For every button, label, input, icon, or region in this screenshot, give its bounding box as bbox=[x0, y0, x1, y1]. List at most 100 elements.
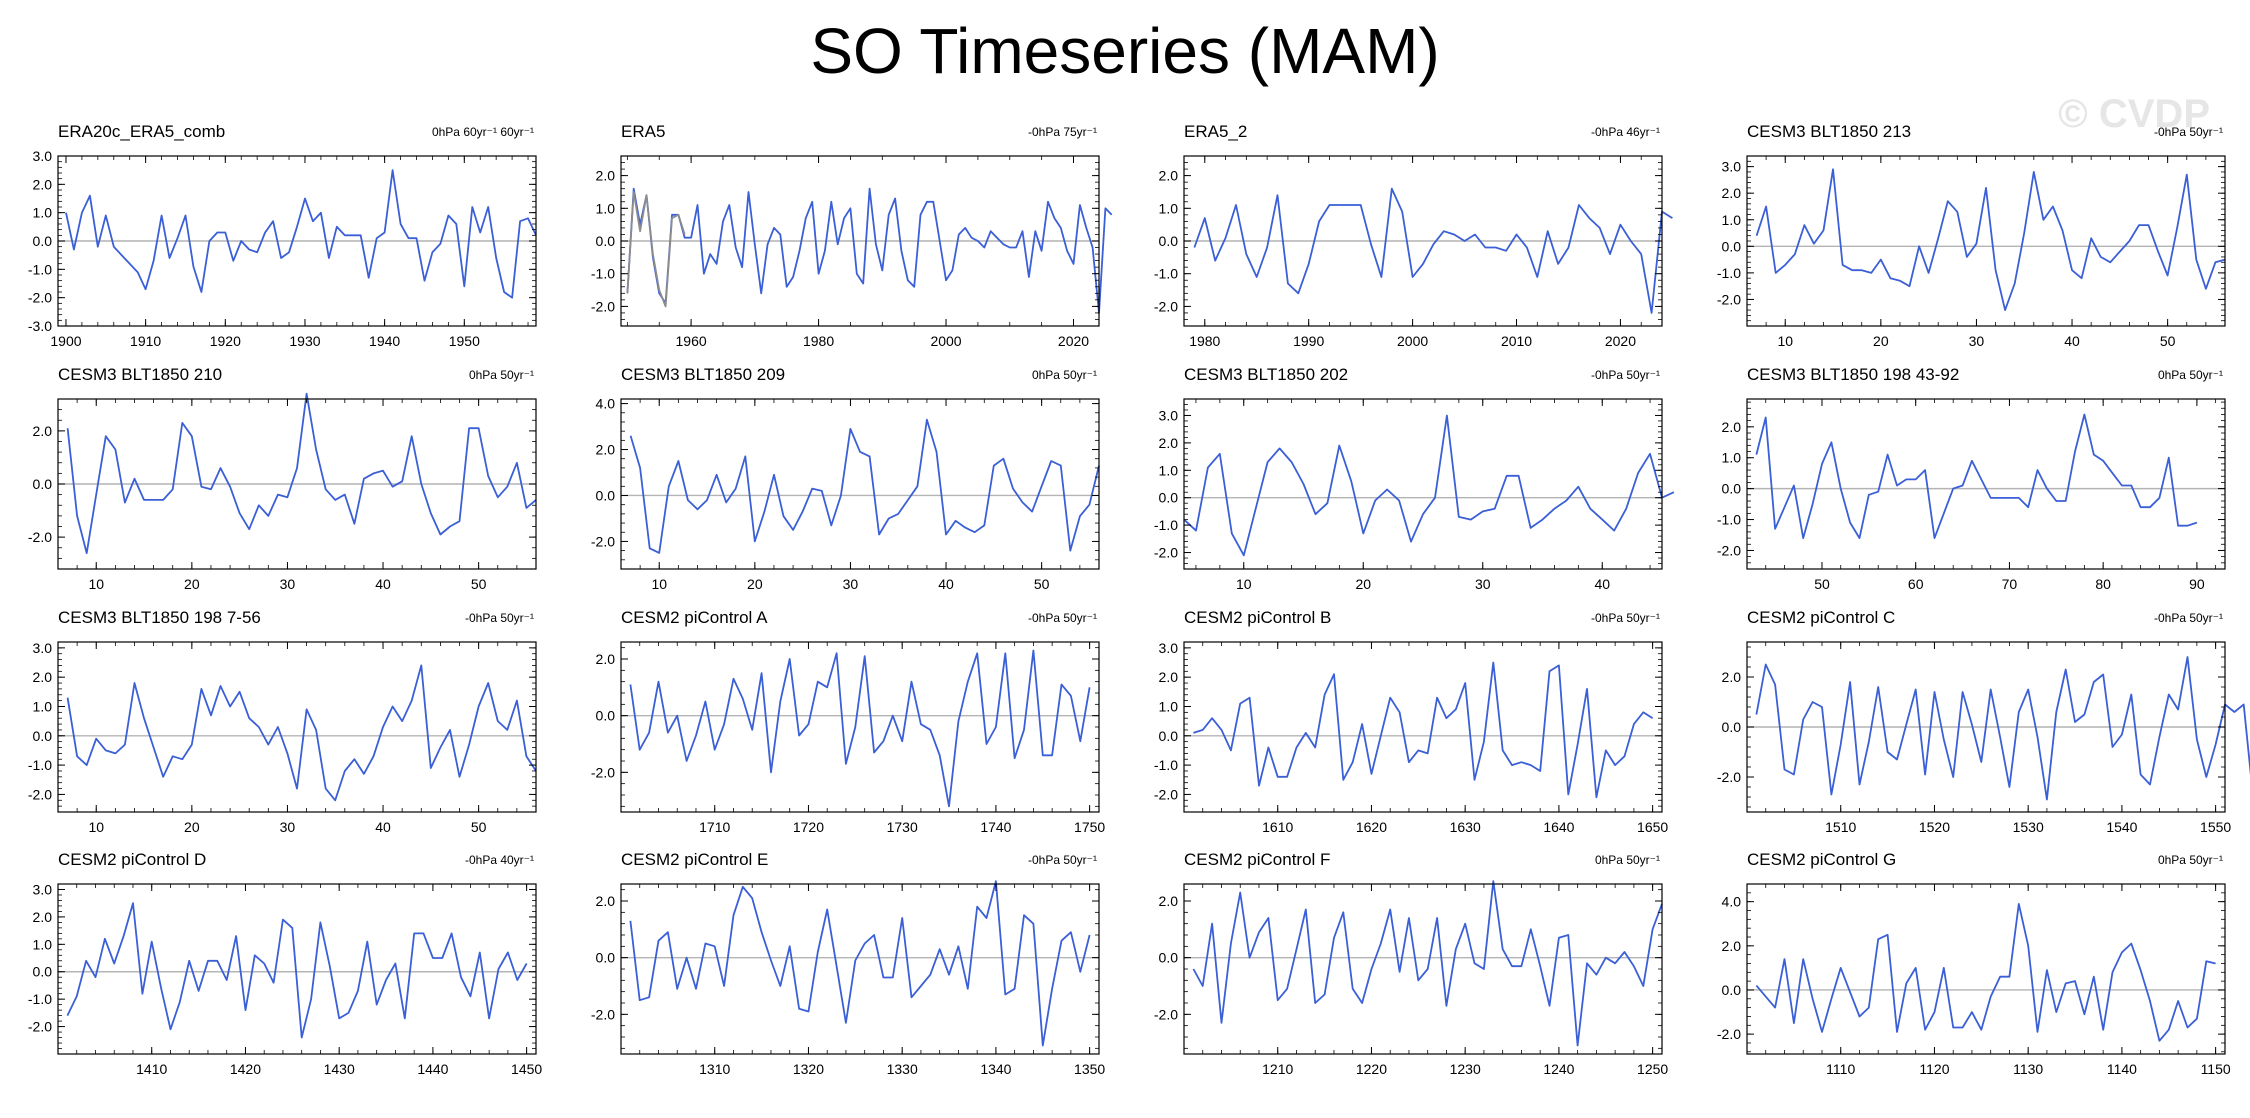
x-tick-label: 30 bbox=[280, 576, 296, 592]
y-tick-label: -2.0 bbox=[1717, 769, 1741, 785]
panel-title: ERA5_2 bbox=[1184, 122, 1248, 141]
y-tick-label: -1.0 bbox=[28, 261, 52, 277]
panel-plot: 2.0 0.0 -2.0 1510 1520 1530 1540 1550 bbox=[1717, 641, 2250, 835]
panel-trend-label: -0hPa 50yr⁻¹ bbox=[464, 611, 534, 625]
panel-title: CESM3 BLT1850 213 bbox=[1747, 122, 1912, 141]
panel-trend-label: -0hPa 40yr⁻¹ bbox=[464, 853, 534, 867]
series-line bbox=[66, 902, 528, 1039]
y-tick-label: 2.0 bbox=[596, 651, 616, 667]
panel-plot: 2.0 1.0 0.0 -1.0 -2.0 1980 1990 2000 2010 2020 bbox=[1154, 155, 1673, 349]
x-tick-label: 1640 bbox=[1543, 819, 1574, 835]
panel-title: CESM2 piControl G bbox=[1747, 850, 1897, 869]
panel-6: CESM3 BLT1850 202 -0hPa 50yr⁻¹ 3.0 2.0 1.0 0.… bbox=[1126, 365, 1686, 605]
y-tick-label: -2.0 bbox=[1717, 542, 1741, 558]
series-line bbox=[1192, 880, 1663, 1047]
x-tick-label: 10 bbox=[1777, 333, 1793, 349]
y-tick-label: 0.0 bbox=[33, 233, 53, 249]
panel-trend-label: -0hPa 50yr⁻¹ bbox=[1027, 853, 1097, 867]
x-tick-label: 20 bbox=[184, 576, 200, 592]
x-tick-label: 1250 bbox=[1637, 1061, 1668, 1077]
panel-trend-label: -0hPa 50yr⁻¹ bbox=[2153, 611, 2223, 625]
panel-plot: 3.0 2.0 1.0 0.0 -1.0 -2.0 1610 1620 1630 1640 1650 bbox=[1154, 640, 1669, 835]
x-tick-label: 1450 bbox=[511, 1061, 542, 1077]
x-tick-label: 1410 bbox=[136, 1061, 167, 1077]
x-tick-label: 1980 bbox=[1189, 333, 1220, 349]
x-tick-label: 20 bbox=[1355, 576, 1371, 592]
x-tick-label: 2020 bbox=[1058, 333, 1089, 349]
y-tick-label: 0.0 bbox=[1159, 950, 1179, 966]
panel-9: CESM2 piControl A -0hPa 50yr⁻¹ 2.0 0.0 -2.0 1… bbox=[563, 608, 1123, 848]
y-tick-label: 0.0 bbox=[1722, 481, 1742, 497]
y-tick-label: 3.0 bbox=[1159, 407, 1179, 423]
series-line bbox=[629, 418, 1100, 554]
x-tick-label: 40 bbox=[375, 819, 391, 835]
panel-13: CESM2 piControl E -0hPa 50yr⁻¹ 2.0 0.0 -2.0 1… bbox=[563, 850, 1123, 1090]
x-tick-label: 50 bbox=[471, 819, 487, 835]
x-tick-label: 1320 bbox=[793, 1061, 824, 1077]
x-tick-label: 10 bbox=[651, 576, 667, 592]
y-tick-label: -2.0 bbox=[28, 529, 52, 545]
y-tick-label: 0.0 bbox=[1159, 728, 1179, 744]
series-line bbox=[629, 880, 1091, 1047]
panel-0: ERA20c_ERA5_comb 0hPa 60yr⁻¹ 60yr⁻¹ 3.0 2.0… bbox=[0, 122, 560, 362]
y-tick-label: -1.0 bbox=[1717, 265, 1741, 281]
x-tick-label: 1220 bbox=[1356, 1061, 1387, 1077]
x-tick-label: 1930 bbox=[289, 333, 320, 349]
x-tick-label: 1710 bbox=[699, 819, 730, 835]
series-line bbox=[1755, 168, 2226, 312]
x-tick-label: 30 bbox=[280, 819, 296, 835]
panel-12: CESM2 piControl D -0hPa 40yr⁻¹ 3.0 2.0 1.0 0.… bbox=[0, 850, 560, 1090]
y-tick-label: -2.0 bbox=[1717, 1026, 1741, 1042]
y-tick-label: 3.0 bbox=[1159, 640, 1179, 656]
series-line bbox=[1755, 903, 2216, 1042]
x-tick-label: 70 bbox=[2002, 576, 2018, 592]
y-tick-label: -2.0 bbox=[591, 533, 615, 549]
y-tick-label: -2.0 bbox=[591, 1006, 615, 1022]
y-tick-label: 4.0 bbox=[596, 396, 616, 412]
panel-trend-label: 0hPa 50yr⁻¹ bbox=[2157, 368, 2223, 382]
y-tick-label: 1.0 bbox=[596, 200, 616, 216]
x-tick-label: 60 bbox=[1908, 576, 1924, 592]
series-line bbox=[1755, 656, 2250, 801]
panel-trend-label: 0hPa 50yr⁻¹ bbox=[1031, 368, 1097, 382]
x-tick-label: 1540 bbox=[2106, 819, 2137, 835]
y-tick-label: 0.0 bbox=[596, 950, 616, 966]
panel-2: ERA5_2 -0hPa 46yr⁻¹ 2.0 1.0 0.0 -1.0 -2.0 1980 1… bbox=[1126, 122, 1686, 362]
series-line bbox=[65, 169, 537, 299]
y-tick-label: -1.0 bbox=[28, 991, 52, 1007]
x-tick-label: 1920 bbox=[210, 333, 241, 349]
x-tick-label: 1630 bbox=[1450, 819, 1481, 835]
x-tick-label: 90 bbox=[2189, 576, 2205, 592]
y-tick-label: 0.0 bbox=[1159, 233, 1179, 249]
y-tick-label: 2.0 bbox=[33, 423, 53, 439]
panel-trend-label: 0hPa 60yr⁻¹ 60yr⁻¹ bbox=[431, 125, 534, 139]
y-tick-label: 1.0 bbox=[33, 205, 53, 221]
x-tick-label: 2010 bbox=[1501, 333, 1532, 349]
panel-title: CESM3 BLT1850 210 bbox=[58, 365, 223, 384]
x-tick-label: 10 bbox=[1236, 576, 1252, 592]
series-line bbox=[626, 187, 1113, 314]
x-tick-label: 50 bbox=[1034, 576, 1050, 592]
y-tick-label: -2.0 bbox=[1154, 1006, 1178, 1022]
x-tick-label: 1340 bbox=[980, 1061, 1011, 1077]
panel-3: CESM3 BLT1850 213 -0hPa 50yr⁻¹ 3.0 2.0 1.0 0.… bbox=[1689, 122, 2249, 362]
y-tick-label: -2.0 bbox=[591, 764, 615, 780]
plot-frame bbox=[1746, 398, 2226, 570]
x-tick-label: 40 bbox=[375, 576, 391, 592]
y-tick-label: 2.0 bbox=[33, 909, 53, 925]
x-tick-label: 1720 bbox=[793, 819, 824, 835]
y-tick-label: -2.0 bbox=[1154, 786, 1178, 802]
y-tick-label: 0.0 bbox=[33, 476, 53, 492]
panel-plot: 2.0 0.0 -2.0 1210 1220 1230 1240 1250 bbox=[1154, 880, 1668, 1077]
x-tick-label: 1330 bbox=[887, 1061, 918, 1077]
x-tick-label: 1430 bbox=[324, 1061, 355, 1077]
series-line-secondary bbox=[626, 191, 686, 308]
y-tick-label: 2.0 bbox=[1159, 669, 1179, 685]
x-tick-label: 50 bbox=[471, 576, 487, 592]
y-tick-label: 2.0 bbox=[1722, 185, 1742, 201]
x-tick-label: 1120 bbox=[1919, 1061, 1949, 1077]
y-tick-label: 4.0 bbox=[1722, 894, 1742, 910]
plot-frame bbox=[620, 398, 1100, 570]
x-tick-label: 1950 bbox=[449, 333, 480, 349]
y-tick-label: 0.0 bbox=[33, 728, 53, 744]
